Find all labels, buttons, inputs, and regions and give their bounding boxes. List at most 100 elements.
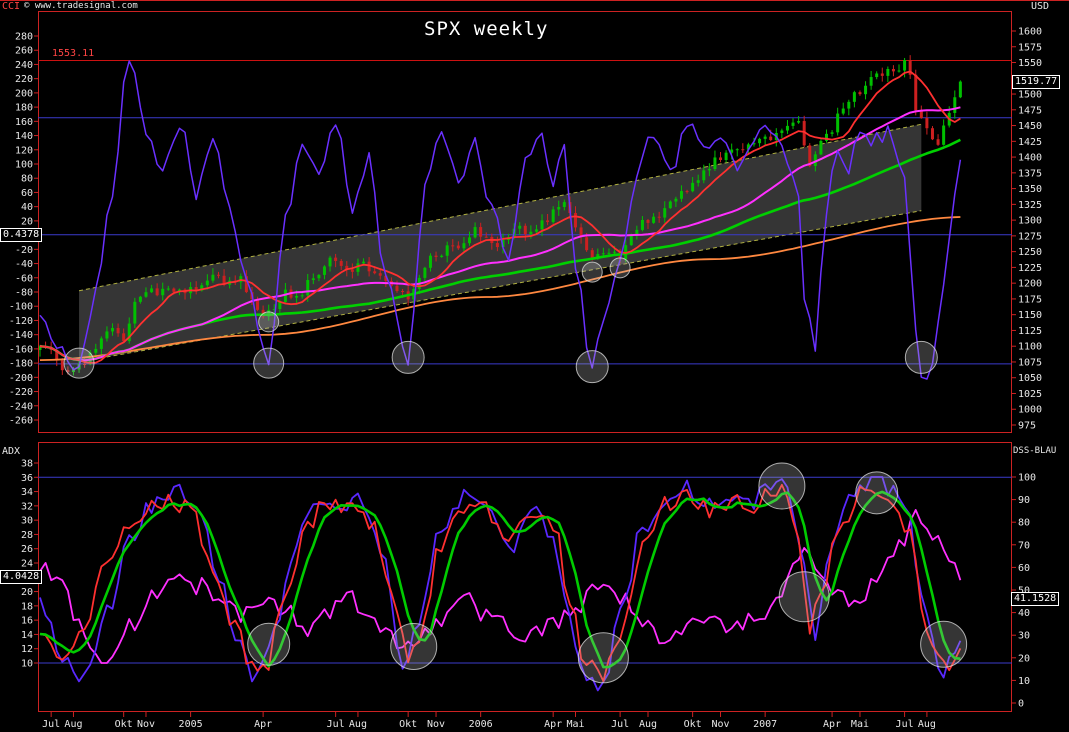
svg-text:1225: 1225	[1018, 263, 1042, 274]
svg-text:1350: 1350	[1018, 184, 1042, 195]
svg-text:20: 20	[21, 587, 33, 598]
svg-text:2007: 2007	[753, 719, 777, 730]
svg-text:240: 240	[15, 60, 33, 71]
svg-text:1250: 1250	[1018, 247, 1042, 258]
svg-text:Jul: Jul	[327, 719, 345, 730]
svg-text:12: 12	[21, 644, 33, 655]
svg-text:1500: 1500	[1018, 90, 1042, 101]
svg-text:1450: 1450	[1018, 121, 1042, 132]
svg-text:1125: 1125	[1018, 326, 1042, 337]
svg-text:100: 100	[15, 160, 33, 171]
svg-text:60: 60	[21, 188, 33, 199]
svg-text:-220: -220	[9, 387, 33, 398]
svg-text:40: 40	[1018, 608, 1030, 619]
svg-text:2005: 2005	[179, 719, 203, 730]
svg-text:Aug: Aug	[918, 719, 936, 730]
svg-text:24: 24	[21, 559, 33, 570]
svg-text:0: 0	[1018, 699, 1024, 710]
svg-text:1050: 1050	[1018, 373, 1042, 384]
svg-text:-180: -180	[9, 359, 33, 370]
svg-text:-240: -240	[9, 401, 33, 412]
svg-text:18: 18	[21, 601, 33, 612]
svg-text:28: 28	[21, 530, 33, 541]
svg-text:10: 10	[1018, 676, 1030, 687]
svg-text:1300: 1300	[1018, 216, 1042, 227]
svg-text:Apr: Apr	[254, 719, 272, 730]
svg-text:16: 16	[21, 616, 33, 627]
svg-text:80: 80	[21, 174, 33, 185]
highlight-circles-bottom	[247, 462, 968, 684]
svg-text:Nov: Nov	[427, 719, 445, 730]
svg-text:14: 14	[21, 630, 33, 641]
cci-line	[39, 60, 962, 380]
svg-text:1025: 1025	[1018, 389, 1042, 400]
svg-text:1475: 1475	[1018, 105, 1042, 116]
adx-value-box: 4.0428	[0, 570, 43, 584]
svg-text:36: 36	[21, 473, 33, 484]
svg-text:30: 30	[1018, 631, 1030, 642]
svg-text:1575: 1575	[1018, 42, 1042, 53]
svg-text:34: 34	[21, 487, 33, 498]
svg-text:20: 20	[1018, 653, 1030, 664]
svg-text:Jul: Jul	[611, 719, 629, 730]
svg-text:10: 10	[21, 659, 33, 670]
svg-text:140: 140	[15, 131, 33, 142]
svg-text:Aug: Aug	[64, 719, 82, 730]
x-axis-labels: Jul Aug Okt Nov 2005 Apr Jul Aug Okt Nov 2006 Apr Ma…	[42, 712, 936, 730]
svg-text:38: 38	[21, 459, 33, 470]
svg-text:20: 20	[21, 216, 33, 227]
copyright-text: © www.tradesignal.com	[24, 1, 138, 11]
svg-text:60: 60	[1018, 563, 1030, 574]
dss-blau-indicator-label: DSS-BLAU	[1013, 446, 1057, 456]
svg-text:30: 30	[21, 516, 33, 527]
highlight-circles-top	[63, 257, 938, 384]
dss-value-box: 41.1528	[1011, 592, 1060, 606]
svg-text:Mai: Mai	[566, 719, 584, 730]
cci-value-box: 0.4378	[0, 228, 43, 242]
svg-text:Apr: Apr	[544, 719, 562, 730]
svg-text:1075: 1075	[1018, 357, 1042, 368]
svg-text:1425: 1425	[1018, 137, 1042, 148]
cci-indicator-label: CCI	[2, 1, 21, 12]
svg-text:1175: 1175	[1018, 294, 1042, 305]
svg-text:200: 200	[15, 88, 33, 99]
svg-text:-40: -40	[15, 259, 33, 270]
svg-text:-120: -120	[9, 316, 33, 327]
resistance-price-label: 1553.11	[52, 48, 95, 59]
svg-text:Okt: Okt	[399, 719, 417, 730]
svg-text:Aug: Aug	[349, 719, 367, 730]
svg-text:-80: -80	[15, 288, 33, 299]
svg-text:120: 120	[15, 145, 33, 156]
svg-text:80: 80	[1018, 518, 1030, 529]
trend-line	[39, 216, 961, 361]
adx-line	[39, 508, 962, 664]
svg-text:1150: 1150	[1018, 310, 1042, 321]
svg-text:1600: 1600	[1018, 27, 1042, 38]
dss-slow-line	[39, 490, 961, 669]
svg-text:160: 160	[15, 117, 33, 128]
svg-text:1550: 1550	[1018, 58, 1042, 69]
axis-labels: 1600157515501525150014751450142514001375…	[9, 27, 1042, 710]
adx-indicator-label: ADX	[2, 446, 21, 457]
svg-text:Okt: Okt	[115, 719, 133, 730]
svg-text:1375: 1375	[1018, 168, 1042, 179]
svg-text:32: 32	[21, 501, 33, 512]
guide-lines-bottom	[38, 476, 1012, 664]
svg-text:Apr: Apr	[823, 719, 841, 730]
svg-text:1100: 1100	[1018, 342, 1042, 353]
svg-text:1000: 1000	[1018, 405, 1042, 416]
ma-fast-line	[39, 70, 961, 364]
svg-text:-160: -160	[9, 344, 33, 355]
svg-text:-60: -60	[15, 273, 33, 284]
svg-text:-20: -20	[15, 245, 33, 256]
svg-text:-140: -140	[9, 330, 33, 341]
ma-mid-line	[39, 106, 961, 362]
svg-text:70: 70	[1018, 540, 1030, 551]
svg-text:220: 220	[15, 74, 33, 85]
last-price-box: 1519.77	[1012, 75, 1061, 89]
svg-text:40: 40	[21, 202, 33, 213]
svg-text:-200: -200	[9, 373, 33, 384]
svg-text:Mai: Mai	[851, 719, 869, 730]
